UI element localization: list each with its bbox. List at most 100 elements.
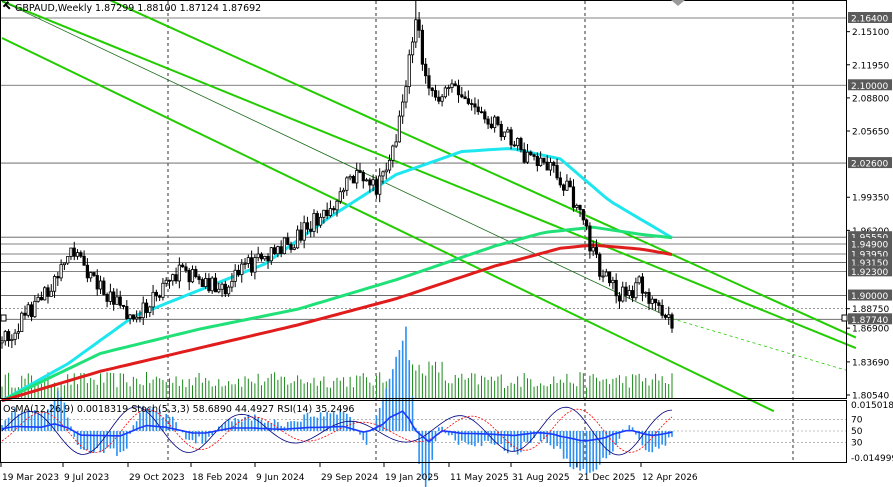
candle-body (236, 269, 241, 276)
candle-body (131, 314, 135, 320)
candle-body (604, 271, 608, 277)
candle-body (240, 263, 244, 276)
price-tag: 2.16400 (851, 15, 888, 25)
candle-body (519, 138, 523, 151)
candle-body (259, 253, 264, 260)
candle-body (558, 177, 562, 186)
candle-body (89, 272, 93, 279)
candle-body (614, 279, 618, 297)
right-line-handle[interactable] (841, 314, 848, 322)
candle-body (144, 302, 149, 313)
candle-body (263, 255, 267, 260)
candle-body (440, 96, 444, 102)
candle-body (207, 278, 211, 292)
candle-body (525, 151, 530, 163)
candle-body (174, 274, 178, 282)
candle-body (318, 216, 323, 226)
shift-marker-icon[interactable] (671, 0, 685, 6)
candle-body (355, 170, 359, 184)
price-tag: 2.02600 (851, 160, 888, 170)
candle-body (532, 154, 536, 157)
trend-channel (1, 0, 857, 413)
candle-body (647, 291, 651, 304)
candle-body (181, 264, 185, 268)
price-tag: 1.93950 (851, 251, 888, 261)
candle-body (75, 252, 80, 257)
candle-body (630, 290, 635, 299)
price-tag-box (848, 265, 892, 277)
price-axis: 2.16400 2.15100 2.11950 2.10000 2.08800 2.056… (846, 12, 892, 402)
moving-average-slow (1, 243, 673, 403)
candle-body (575, 204, 579, 208)
channel-line (107, 0, 857, 339)
candle-body (115, 296, 119, 305)
candle-body (535, 156, 539, 166)
candle-body (190, 269, 195, 283)
candle-body (33, 300, 37, 318)
candle-body (108, 291, 112, 302)
candle-body (394, 141, 398, 147)
candle-body (118, 296, 122, 306)
candle-body (289, 244, 293, 250)
candle-body (364, 179, 369, 182)
candle-body (345, 177, 349, 191)
candle-body (269, 247, 273, 262)
candle-body (161, 282, 165, 298)
stoch-signal-line (1, 408, 673, 454)
ohlc-values: 1.87299 1.88100 1.87124 1.87692 (95, 3, 261, 14)
candle-body (496, 116, 500, 125)
price-label: 2.11950 (852, 61, 889, 71)
candle-body (13, 332, 17, 340)
candle-body (315, 213, 319, 226)
candle-body (282, 237, 287, 255)
candle-body (479, 111, 484, 114)
price-tag-box (848, 248, 892, 260)
candle-body (325, 209, 329, 216)
candle-body (374, 179, 379, 195)
candle-body (529, 151, 533, 156)
candle-body (79, 252, 83, 257)
candles (0, 0, 674, 349)
candle-body (476, 106, 480, 113)
candle-body (667, 314, 671, 318)
left-line-handle[interactable] (0, 314, 7, 322)
candle-body (407, 54, 411, 88)
indicator-axis-label: -0.014999 (851, 454, 893, 464)
candle-body (555, 165, 559, 179)
candle-body (204, 278, 208, 287)
candle-body (351, 176, 356, 184)
candle-body (302, 222, 306, 241)
candle-body (391, 145, 395, 161)
candle-body (466, 98, 470, 104)
indicator-axis-label: 0.0150183 (851, 401, 893, 411)
price-tag: 1.87740 (851, 316, 888, 326)
price-label: 2.08800 (852, 94, 889, 104)
candle-body (184, 266, 188, 271)
candle-body (433, 90, 438, 98)
candle-body (0, 340, 4, 344)
stoch-main-line (1, 406, 673, 456)
candle-body (348, 176, 352, 179)
candle-body (463, 96, 467, 100)
candle-body (36, 296, 40, 302)
candle-body (601, 275, 605, 278)
price-label: 1.99350 (852, 194, 889, 204)
candle-body (581, 209, 585, 221)
candle-body (565, 180, 569, 191)
candle-body (650, 298, 654, 304)
price-label: 1.86900 (852, 325, 889, 335)
candle-body (279, 246, 283, 255)
candle-body (624, 286, 628, 296)
candle-body (588, 225, 592, 252)
candle-body (39, 296, 44, 301)
candle-body (568, 180, 572, 188)
symbol-title: GBPAUD,Weekly (15, 3, 92, 14)
candle-body (220, 283, 224, 290)
price-tag: 1.90000 (851, 292, 888, 302)
price-tag-box (848, 12, 892, 23)
candle-body (338, 191, 342, 202)
price-tag-box (848, 256, 892, 268)
candle-body (6, 331, 11, 341)
candle-body (135, 316, 139, 320)
